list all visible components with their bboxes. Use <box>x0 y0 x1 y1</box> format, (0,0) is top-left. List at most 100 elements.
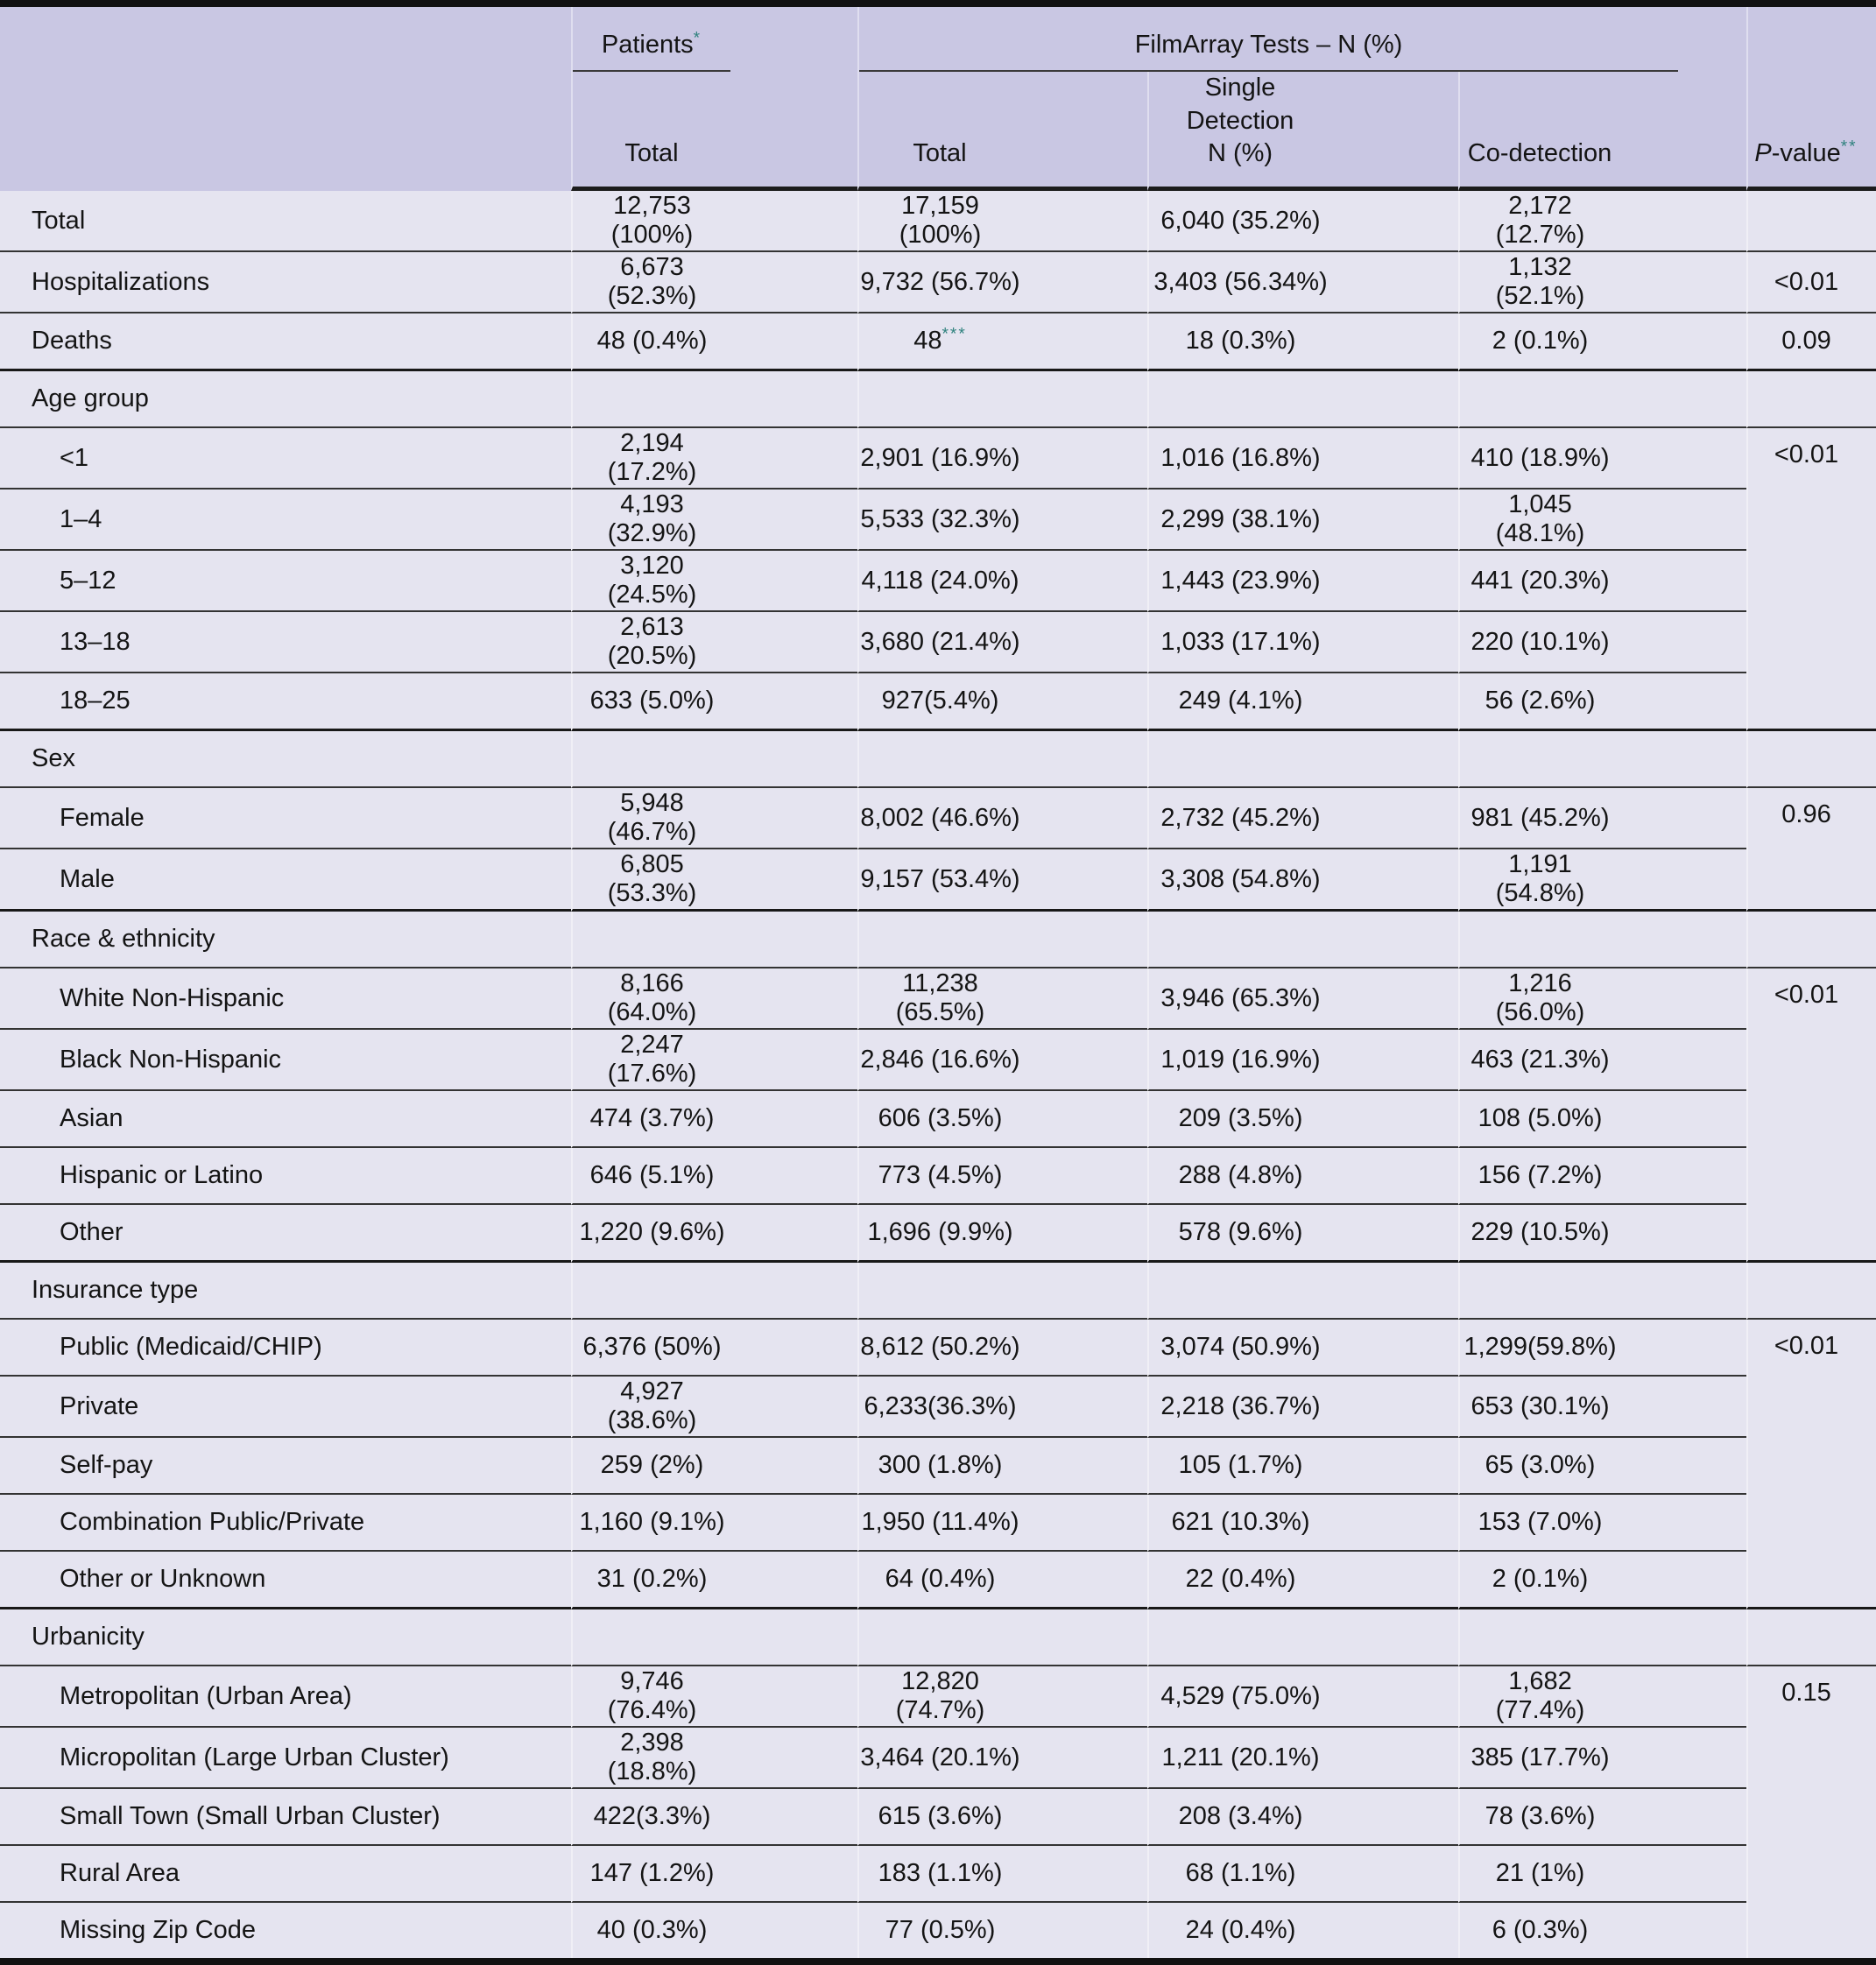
value-cell: 229 (10.5%) <box>1458 1205 1747 1264</box>
value-cell: 65 (3.0%) <box>1458 1438 1747 1496</box>
value-cell: 2,901 (16.9%) <box>857 428 1147 490</box>
patients-footnote-asterisk: * <box>693 29 702 48</box>
value-cell: 6,805 (53.3%) <box>571 849 857 912</box>
empty-pvalue-cell <box>1746 371 1876 429</box>
value-cell: 22 (0.4%) <box>1147 1552 1458 1610</box>
row-label: Deaths <box>0 313 571 372</box>
empty-cell <box>1147 1263 1458 1321</box>
group-label: Age group <box>0 371 571 429</box>
value-cell: 259 (2%) <box>571 1438 857 1496</box>
value-cell: 249 (4.1%) <box>1147 673 1458 732</box>
value-cell: 12,753 (100%) <box>571 191 857 253</box>
col-header-fa-total: Total <box>857 72 1147 192</box>
value-cell: 6,233(36.3%) <box>857 1377 1147 1439</box>
value-cell: 48*** <box>857 313 1147 372</box>
value-cell: 1,045 (48.1%) <box>1458 489 1747 552</box>
value-cell: 2,194 (17.2%) <box>571 428 857 490</box>
group-row: Urbanicity <box>0 1609 1876 1667</box>
row-label: Hispanic or Latino <box>0 1148 571 1206</box>
row-label: 1–4 <box>0 489 571 552</box>
table-row: Other 1,220 (9.6%) 1,696 (9.9%) 578 (9.6%) 2… <box>0 1205 1876 1264</box>
pvalue-cell: 0.09 <box>1746 313 1876 372</box>
row-label: Other or Unknown <box>0 1552 571 1610</box>
table-row: Asian 474 (3.7%) 606 (3.5%) 209 (3.5%) 108 (… <box>0 1091 1876 1149</box>
value-cell: 9,157 (53.4%) <box>857 849 1147 912</box>
group-row: Sex <box>0 731 1876 789</box>
value-cell: 1,019 (16.9%) <box>1147 1030 1458 1092</box>
value-cell: 1,132 (52.1%) <box>1458 252 1747 314</box>
value-cell: 463 (21.3%) <box>1458 1030 1747 1092</box>
empty-pvalue-cell <box>1746 912 1876 969</box>
value-cell: 3,120 (24.5%) <box>571 551 857 613</box>
table-row: Combination Public/Private 1,160 (9.1%) 1,… <box>0 1495 1876 1553</box>
table-row: 5–12 3,120 (24.5%) 4,118 (24.0%) 1,443 (23.… <box>0 551 1876 613</box>
header-group-row: Patients* FilmArray Tests – N (%) <box>0 7 1876 192</box>
table-row: Black Non-Hispanic 2,247 (17.6%) 2,846 (16… <box>0 1030 1876 1092</box>
value-cell: 3,403 (56.34%) <box>1147 252 1458 314</box>
group-label: Insurance type <box>0 1263 571 1321</box>
value-cell: 633 (5.0%) <box>571 673 857 732</box>
row-label: Male <box>0 849 571 912</box>
value-cell: 68 (1.1%) <box>1147 1846 1458 1904</box>
group-row: Age group <box>0 371 1876 429</box>
table-row: Missing Zip Code 40 (0.3%) 77 (0.5%) 24 (0.… <box>0 1903 1876 1959</box>
col-header-codetection: Co-detection <box>1458 72 1747 192</box>
row-label: 13–18 <box>0 612 571 674</box>
value-cell: 1,216 (56.0%) <box>1458 968 1747 1031</box>
pvalue-cell: 0.15 <box>1746 1666 1876 1959</box>
table-row: Hispanic or Latino 646 (5.1%) 773 (4.5%) 28… <box>0 1148 1876 1206</box>
value-cell: 3,946 (65.3%) <box>1147 968 1458 1031</box>
row-label: Micropolitan (Large Urban Cluster) <box>0 1728 571 1790</box>
value-cell: 653 (30.1%) <box>1458 1377 1747 1439</box>
row-label: Combination Public/Private <box>0 1495 571 1553</box>
table-row: Private 4,927 (38.6%) 6,233(36.3%) 2,218 (3… <box>0 1377 1876 1439</box>
value-cell: 1,299(59.8%) <box>1458 1320 1747 1377</box>
value-cell: 24 (0.4%) <box>1147 1903 1458 1959</box>
empty-cell <box>571 1609 857 1667</box>
value-cell: 621 (10.3%) <box>1147 1495 1458 1553</box>
value-cell: 385 (17.7%) <box>1458 1728 1747 1790</box>
group-label: Urbanicity <box>0 1609 571 1667</box>
empty-cell <box>571 731 857 789</box>
empty-cell <box>571 912 857 969</box>
value-cell: 21 (1%) <box>1458 1846 1747 1904</box>
value-cell: 2,299 (38.1%) <box>1147 489 1458 552</box>
value-cell: 8,166 (64.0%) <box>571 968 857 1031</box>
patients-label: Patients <box>601 31 694 59</box>
row-label: 18–25 <box>0 673 571 732</box>
pvalue-cell: <0.01 <box>1746 428 1876 732</box>
row-label: Missing Zip Code <box>0 1903 571 1959</box>
row-label: Public (Medicaid/CHIP) <box>0 1320 571 1377</box>
value-cell: 105 (1.7%) <box>1147 1438 1458 1496</box>
empty-cell <box>1147 731 1458 789</box>
single-detection-line1: Single Detection <box>1186 74 1294 135</box>
empty-pvalue-cell <box>1746 1263 1876 1321</box>
value-cell: 18 (0.3%) <box>1147 313 1458 372</box>
value-cell: 64 (0.4%) <box>857 1552 1147 1610</box>
table-row: Total 12,753 (100%) 17,159 (100%) 6,040 (35… <box>0 191 1876 253</box>
value-cell: 2,846 (16.6%) <box>857 1030 1147 1092</box>
value-cell: 2,732 (45.2%) <box>1147 788 1458 850</box>
value-cell: 2,218 (36.7%) <box>1147 1377 1458 1439</box>
row-label: Other <box>0 1205 571 1264</box>
table-row: Hospitalizations 6,673 (52.3%) 9,732 (56.7… <box>0 252 1876 314</box>
filmarray-label: FilmArray Tests – N (%) <box>859 10 1679 72</box>
value-cell: 300 (1.8%) <box>857 1438 1147 1496</box>
pvalue-column-spacer <box>1746 7 1876 72</box>
row-label: Hospitalizations <box>0 252 571 314</box>
value-cell: 9,732 (56.7%) <box>857 252 1147 314</box>
pvalue-cell: <0.01 <box>1746 252 1876 314</box>
value-cell: 8,612 (50.2%) <box>857 1320 1147 1377</box>
value-cell: 441 (20.3%) <box>1458 551 1747 613</box>
row-label: <1 <box>0 428 571 490</box>
value-cell: 2 (0.1%) <box>1458 313 1747 372</box>
row-label: Self-pay <box>0 1438 571 1496</box>
value-cell: 1,016 (16.8%) <box>1147 428 1458 490</box>
row-label: Female <box>0 788 571 850</box>
value-cell: 3,680 (21.4%) <box>857 612 1147 674</box>
value-cell: 5,533 (32.3%) <box>857 489 1147 552</box>
value-cell: 927(5.4%) <box>857 673 1147 732</box>
value-cell: 578 (9.6%) <box>1147 1205 1458 1264</box>
value-cell: 2,613 (20.5%) <box>571 612 857 674</box>
empty-cell <box>857 1609 1147 1667</box>
